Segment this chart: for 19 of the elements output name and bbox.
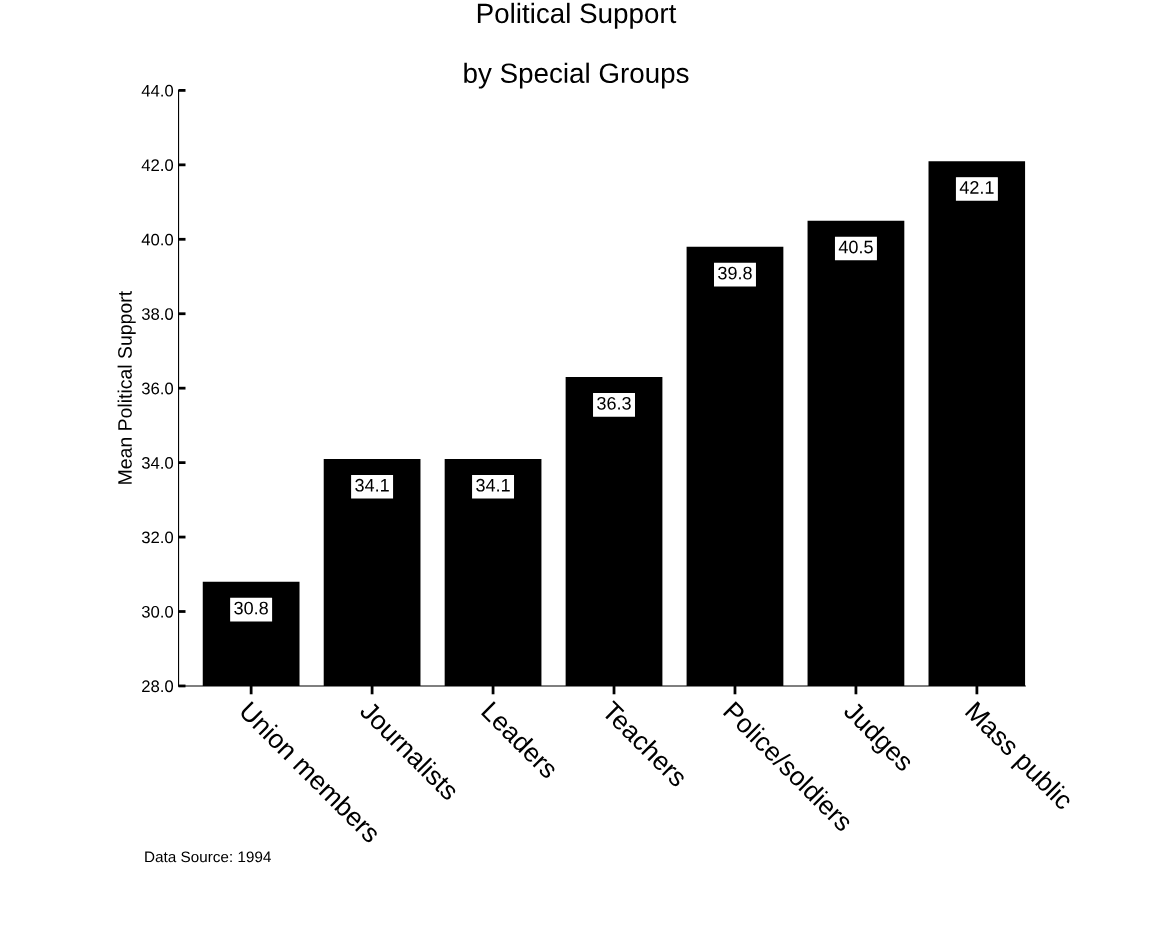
y-tick-label: 42.0 xyxy=(141,159,174,172)
y-tick-label: 36.0 xyxy=(141,382,174,395)
y-tick-label: 34.0 xyxy=(141,457,174,469)
chart-title: Political Support by Special Groups xyxy=(464,2,689,89)
y-tick-label: 38.0 xyxy=(141,308,174,320)
y-tick-label: 28.0 xyxy=(142,680,174,693)
data-label: 34.1 xyxy=(355,478,389,492)
y-tick-label: 40.0 xyxy=(141,233,174,246)
data-label: 36.3 xyxy=(597,396,631,410)
data-label: 40.5 xyxy=(838,240,873,254)
y-tick-label: 32.0 xyxy=(141,531,174,544)
data-label: 39.8 xyxy=(718,266,752,280)
y-axis-title: Mean Political Support xyxy=(117,291,136,484)
data-label: 34.1 xyxy=(476,478,510,492)
source-note: Data Source: 1994 xyxy=(145,851,271,863)
data-label: 42.1 xyxy=(959,181,994,194)
y-tick-label: 30.0 xyxy=(141,605,174,618)
data-label: 30.8 xyxy=(234,601,268,615)
y-tick-label: 44.0 xyxy=(141,84,174,97)
